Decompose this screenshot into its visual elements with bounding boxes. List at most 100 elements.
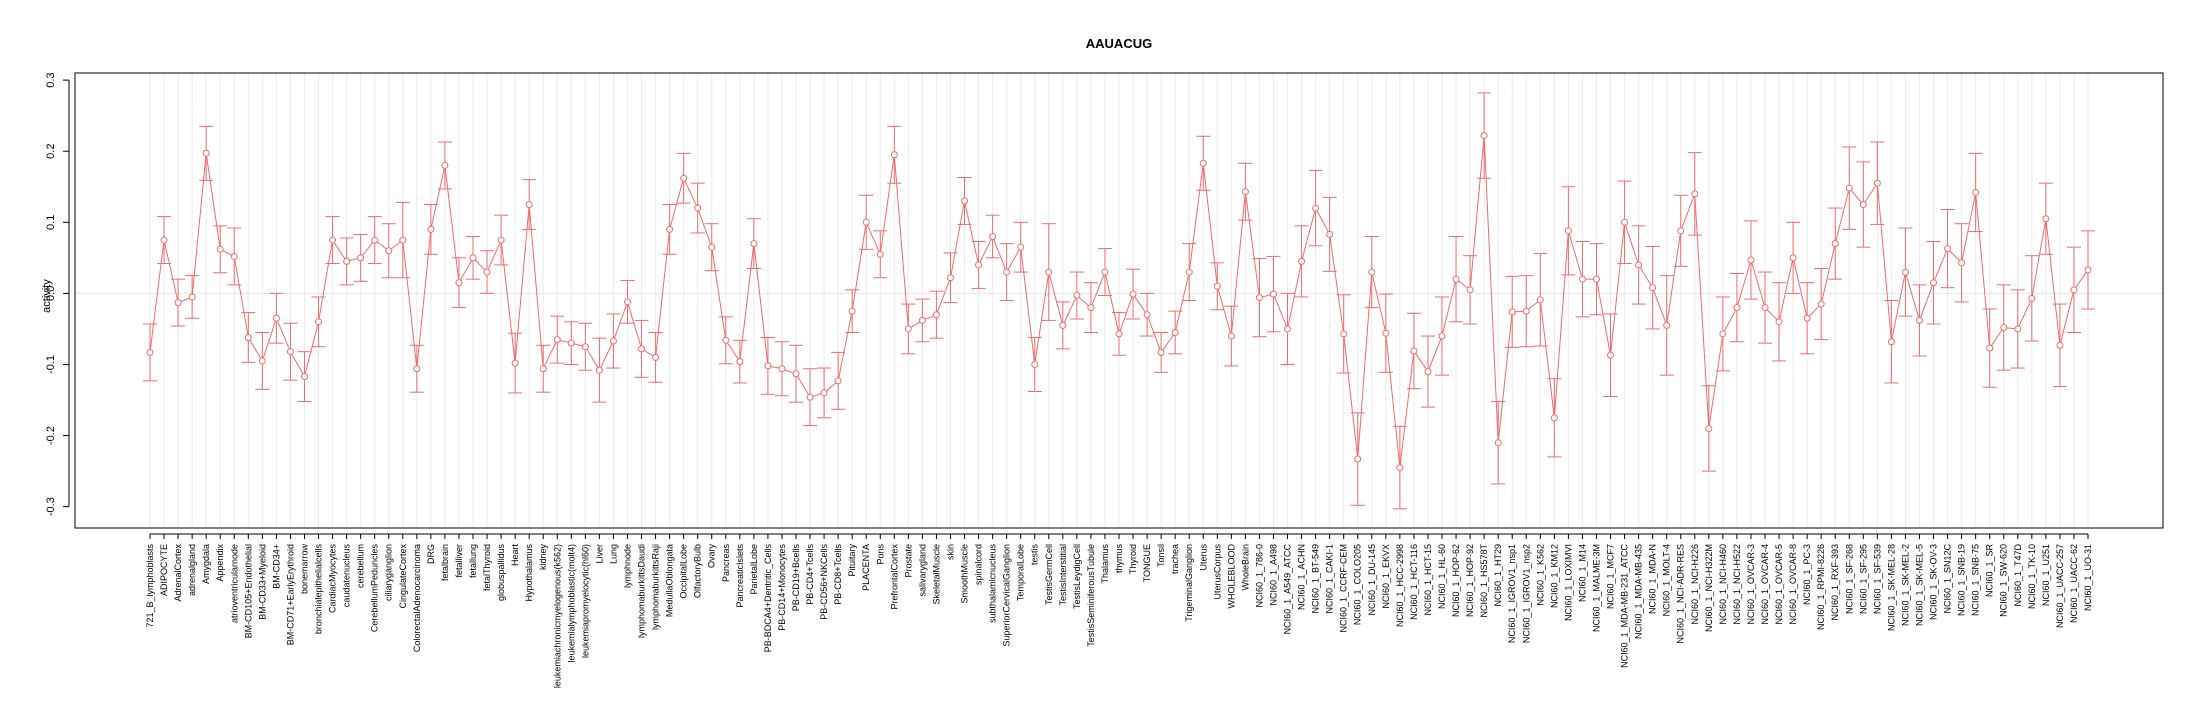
x-tick-label: NCI60_1_K562: [1535, 544, 1545, 606]
x-tick-label: NCI60_1_NCI-ADR-RES: [1676, 544, 1686, 644]
data-point: [1326, 230, 1334, 238]
data-point: [1578, 275, 1586, 283]
data-point: [160, 236, 168, 244]
x-tick-label: TestisLeydigCell: [1072, 544, 1082, 609]
x-tick-label: NCI60_1_HOP-92: [1465, 544, 1475, 617]
data-point: [202, 149, 210, 157]
data-point: [1747, 256, 1755, 264]
data-point: [1227, 332, 1235, 340]
x-tick-label: lymphomaburkittsRaji: [651, 544, 661, 630]
data-point: [1452, 275, 1460, 283]
data-point: [2084, 266, 2092, 274]
x-tick-label: NCI60_1_A549_ATCC: [1283, 544, 1293, 635]
x-tick-label: CingulateCortex: [398, 544, 408, 609]
x-tick-label: bonemarrow: [299, 544, 309, 595]
x-tick-label: NCI60_1_MALME-3M: [1591, 544, 1601, 632]
x-tick-label: NCI60_1_SW-620: [1999, 544, 2009, 617]
x-tick-label: NCI60_1_NCI-H460: [1718, 544, 1728, 625]
x-tick-label: NCI60_1_UACC-62: [2069, 544, 2079, 623]
x-tick-label: NCI60_1_U251: [2041, 544, 2051, 606]
data-point: [146, 348, 154, 356]
x-tick-label: CerebellumPeduncles: [370, 544, 380, 633]
x-tick-label: trachea: [1170, 544, 1180, 574]
data-point: [1508, 308, 1516, 316]
x-tick-label: SuperiorCervicalGanglion: [1002, 544, 1012, 647]
x-tick-label: Lung: [608, 544, 618, 564]
x-tick-label: Ovary: [707, 544, 717, 569]
x-axis: 721_B_lymphoblasts ADIPOCYTE AdrenalCortex…: [145, 533, 2093, 688]
x-tick-label: 721_B_lymphoblasts: [145, 544, 155, 628]
y-tick-label: 0.2: [45, 144, 57, 159]
data-point: [764, 362, 772, 370]
x-tick-label: lymphnode: [622, 544, 632, 588]
x-tick-label: subthalamicnucleus: [988, 544, 998, 624]
data-point: [2000, 324, 2008, 332]
data-point: [1340, 330, 1348, 338]
data-point: [1691, 190, 1699, 198]
data-point: [1845, 184, 1853, 192]
x-tick-label: ciliaryganglion: [384, 544, 394, 601]
x-tick-label: NCI60_1_HS578T: [1479, 544, 1489, 618]
x-tick-label: lymphomaburkittsDaudi: [637, 544, 647, 638]
x-tick-label: NCI60_1_OVCAR-5: [1774, 544, 1784, 625]
data-point: [497, 236, 505, 244]
data-point: [553, 336, 561, 344]
x-tick-label: PB-CD56+NKCells: [819, 544, 829, 620]
x-tick-label: leukemiapromyelocytic(hl60): [580, 544, 590, 658]
data-point: [483, 268, 491, 276]
x-tick-label: spinalcord: [974, 544, 984, 585]
data-point: [2056, 341, 2064, 349]
x-tick-label: AdrenalCortex: [173, 544, 183, 602]
x-tick-label: skin: [945, 544, 955, 560]
x-tick-label: BM-CD33+Myeloid: [257, 544, 267, 620]
data-point: [1185, 268, 1193, 276]
data-point: [623, 298, 631, 306]
x-tick-label: NCI60_1_DU-145: [1367, 544, 1377, 616]
data-point: [1255, 294, 1263, 302]
x-tick-label: NCI60_1_HL-60: [1437, 544, 1447, 609]
data-point: [1241, 188, 1249, 196]
x-tick-label: NCI60_1_MDA-MB-435: [1634, 544, 1644, 639]
data-point: [1705, 424, 1713, 432]
data-point: [820, 389, 828, 397]
x-tick-label: SmoothMuscle: [960, 544, 970, 604]
x-tick-label: NCI60_1_NCI-H522: [1732, 544, 1742, 625]
data-point: [1831, 240, 1839, 248]
x-tick-label: NCI60_1_ACHN: [1297, 544, 1307, 610]
data-point: [946, 274, 954, 282]
x-tick-label: NCI60_1_KM12: [1549, 544, 1559, 608]
x-tick-label: Appendix: [215, 544, 225, 582]
data-point: [1719, 330, 1727, 338]
x-tick-label: thymus: [1114, 544, 1124, 574]
data-point: [989, 233, 997, 241]
y-axis: -0.3 -0.2 -0.1 0.0 0.1 0.2 0.3: [45, 72, 70, 516]
x-tick-label: cerebellum: [356, 544, 366, 588]
x-tick-label: NCI60_1_T47D: [2013, 544, 2023, 607]
x-tick-label: Pituitary: [847, 544, 857, 577]
data-point: [230, 252, 238, 260]
data-point: [2070, 286, 2078, 294]
x-tick-label: ParietalLobe: [749, 544, 759, 595]
x-tick-label: NCI60_1_HCT-15: [1423, 544, 1433, 616]
plot-frame: [74, 72, 2164, 529]
y-tick-label: 0.3: [45, 72, 57, 87]
x-tick-label: fetallung: [468, 544, 478, 578]
x-tick-label: NCI60_1_OVCAR-3: [1746, 544, 1756, 625]
x-tick-label: WholeBrain: [1240, 544, 1250, 591]
x-tick-label: NCI60_1_SF-295: [1858, 544, 1868, 614]
x-tick-label: fetalbrain: [440, 544, 450, 581]
x-tick-label: Liver: [594, 544, 604, 564]
x-tick-label: OlfactoryBulb: [693, 544, 703, 598]
data-point: [1803, 314, 1811, 322]
data-point: [1143, 311, 1151, 319]
x-tick-label: PLACENTA: [861, 544, 871, 591]
y-tick-label: 0.0: [45, 286, 57, 301]
x-tick-label: NCI60_1_CAKI-1: [1325, 544, 1335, 614]
data-point: [1775, 318, 1783, 326]
x-tick-label: NCI60_1_SNB-19: [1957, 544, 1967, 616]
data-point: [666, 225, 674, 233]
x-tick-label: kidney: [538, 544, 548, 571]
x-tick-label: NCI60_1_HOP-62: [1451, 544, 1461, 617]
x-tick-label: PB-CD8+Tcells: [833, 544, 843, 605]
